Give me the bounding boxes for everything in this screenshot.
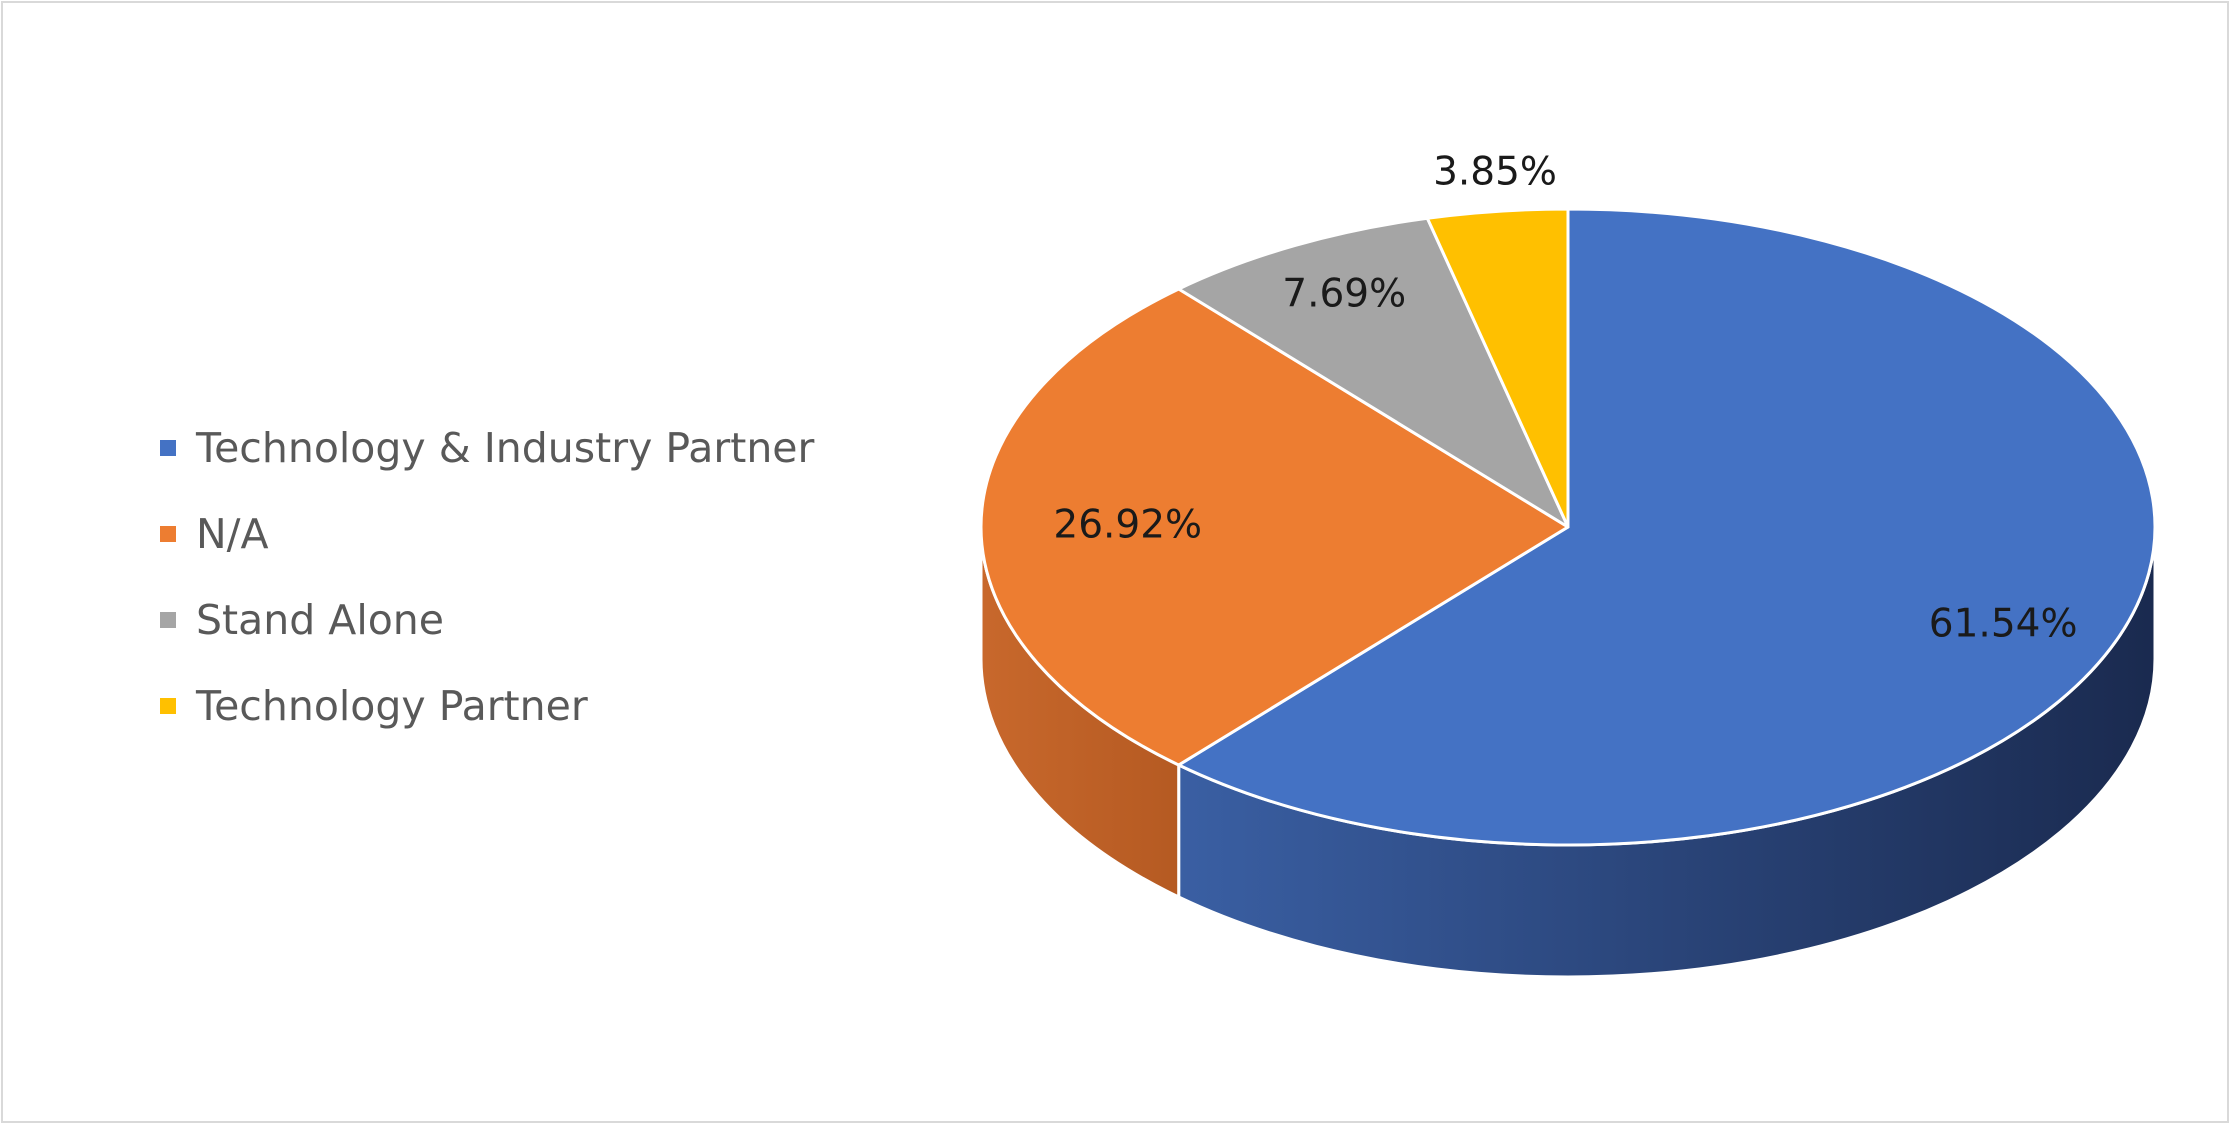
legend-label: Technology & Industry Partner [196, 424, 815, 472]
legend-item-stand-alone: Stand Alone [160, 577, 814, 663]
legend-swatch [160, 698, 176, 714]
data-label-technology-partner: 3.85% [1433, 149, 1557, 194]
pie-slice-technology-industry-partner [1177, 207, 2157, 847]
data-label-technology-industry-partner: 61.54% [1929, 602, 2078, 647]
data-label-stand-alone: 7.69% [1282, 272, 1406, 317]
pie-slice-technology-partner [1425, 207, 1570, 529]
legend-swatch [160, 612, 176, 628]
pie-tops [979, 207, 2157, 847]
pie-slice-n-a [979, 287, 1570, 767]
data-label-n-a: 26.92% [1053, 503, 1202, 548]
legend-label: Technology Partner [196, 682, 588, 730]
pie-data-labels: 61.54% 26.92% 7.69% 3.85% [1053, 149, 2077, 646]
chart-legend: Technology & Industry Partner N/A Stand … [160, 405, 814, 749]
pie-slice-stand-alone [1177, 216, 1570, 529]
legend-label: Stand Alone [196, 596, 445, 644]
legend-swatch [160, 526, 176, 542]
legend-item-technology-industry-partner: Technology & Industry Partner [160, 405, 814, 491]
legend-swatch [160, 440, 176, 456]
legend-label: N/A [196, 510, 269, 558]
legend-item-na: N/A [160, 491, 814, 577]
legend-item-technology-partner: Technology Partner [160, 663, 814, 749]
